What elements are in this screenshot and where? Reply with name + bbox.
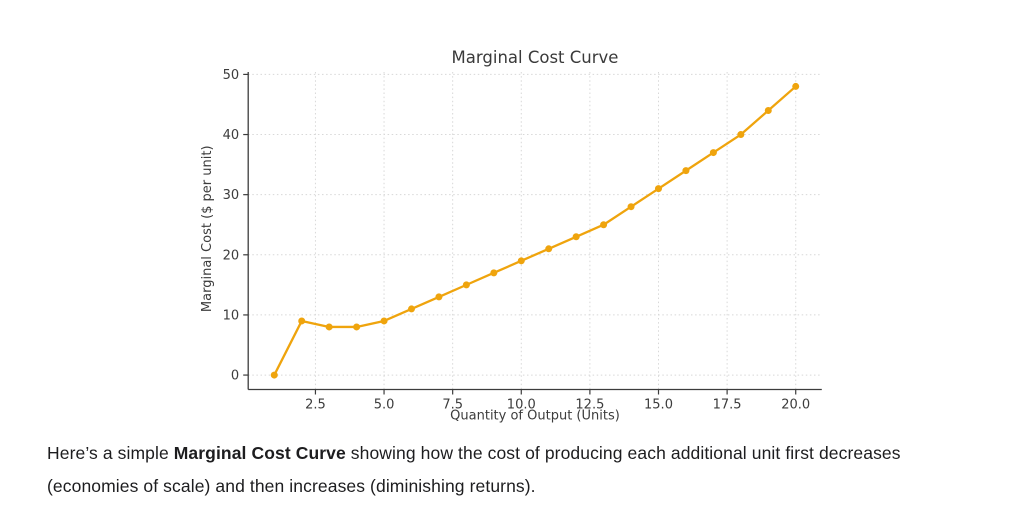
chart-title: Marginal Cost Curve xyxy=(452,48,619,67)
data-point xyxy=(407,305,415,313)
caption-paragraph: Here’s a simple Marginal Cost Curve show… xyxy=(47,437,997,503)
caption-text: (economies of scale) and then increases … xyxy=(47,476,536,496)
x-tick-label: 5.0 xyxy=(374,398,395,413)
y-tick-label: 40 xyxy=(223,128,240,143)
data-point xyxy=(600,221,608,229)
y-axis-label: Marginal Cost ($ per unit) xyxy=(200,145,215,312)
data-point-markers xyxy=(270,82,800,379)
data-point xyxy=(353,323,361,331)
y-tick-label: 0 xyxy=(231,369,239,384)
chart-figure: 0 10 20 30 40 50 2.5 5.0 7.5 10.0 12.5 15.0 17.5 20.0… xyxy=(200,48,822,424)
caption-line-2: (economies of scale) and then increases … xyxy=(47,470,997,503)
tick-marks xyxy=(243,73,797,395)
x-tick-label: 7.5 xyxy=(442,398,463,413)
data-point xyxy=(627,203,635,211)
y-tick-label: 50 xyxy=(223,68,240,83)
axes-spines xyxy=(247,72,822,391)
data-point xyxy=(325,323,333,331)
y-tick-label: 30 xyxy=(223,188,240,203)
marginal-cost-line xyxy=(273,85,797,377)
data-point xyxy=(517,257,525,265)
data-point xyxy=(490,269,498,277)
data-point xyxy=(380,317,388,325)
data-point xyxy=(435,293,443,301)
caption-text: showing how the cost of producing each a… xyxy=(345,443,901,463)
caption-text: Here’s a simple xyxy=(47,443,174,463)
x-axis-label: Quantity of Output (Units) xyxy=(450,409,620,424)
data-point xyxy=(792,82,800,90)
data-point xyxy=(298,317,306,325)
tick-labels: 0 10 20 30 40 50 2.5 5.0 7.5 10.0 12.5 15.0 17.5 20.0 xyxy=(223,68,811,413)
data-point xyxy=(682,167,690,175)
marginal-cost-chart: 0 10 20 30 40 50 2.5 5.0 7.5 10.0 12.5 15.0 17.5 20.0… xyxy=(200,48,822,424)
data-point xyxy=(709,149,717,157)
data-point xyxy=(764,106,772,114)
grid-lines xyxy=(248,72,822,390)
data-point xyxy=(462,281,470,289)
x-tick-label: 17.5 xyxy=(713,398,742,413)
data-point xyxy=(737,131,745,139)
data-point xyxy=(655,185,663,193)
y-tick-label: 20 xyxy=(223,248,240,263)
data-point xyxy=(270,371,278,379)
x-tick-label: 10.0 xyxy=(507,398,536,413)
caption-line-1: Here’s a simple Marginal Cost Curve show… xyxy=(47,437,997,470)
data-point xyxy=(572,233,580,241)
x-tick-label: 20.0 xyxy=(781,398,810,413)
y-tick-label: 10 xyxy=(223,308,240,323)
x-tick-label: 12.5 xyxy=(575,398,604,413)
caption-bold-term: Marginal Cost Curve xyxy=(173,443,346,463)
x-tick-label: 2.5 xyxy=(305,398,326,413)
data-point xyxy=(545,245,553,253)
x-tick-label: 15.0 xyxy=(644,398,673,413)
